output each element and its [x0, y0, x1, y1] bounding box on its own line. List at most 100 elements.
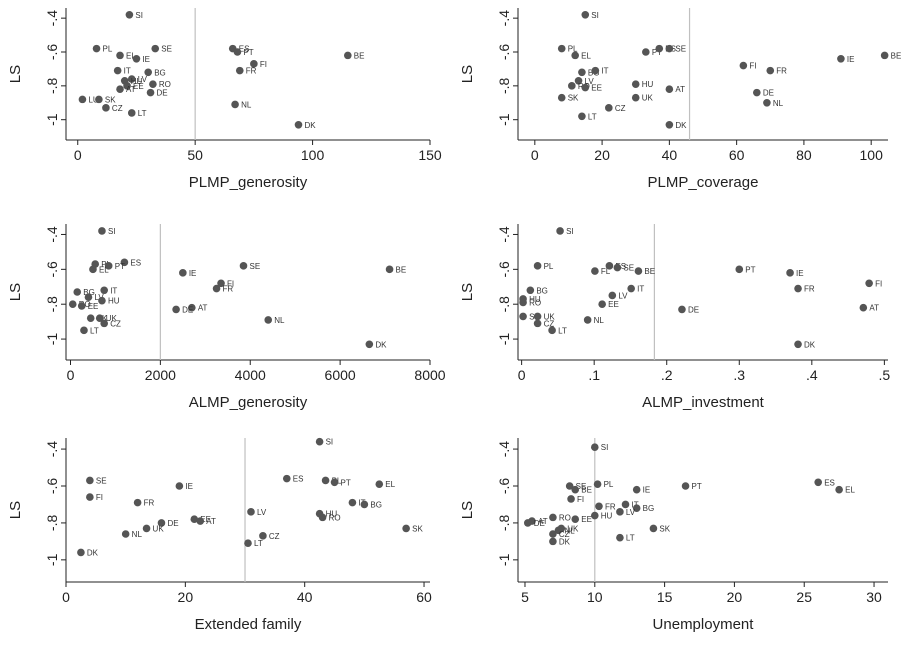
point-label-ee: EE	[200, 515, 211, 524]
data-point-nl	[583, 316, 592, 324]
point-label-si: SI	[326, 438, 334, 447]
point-label-cz: CZ	[544, 319, 555, 328]
data-point-uk	[142, 524, 151, 533]
x-tick-label: 15	[657, 589, 673, 605]
point-label-lt: LT	[254, 539, 263, 548]
data-point-pl	[321, 476, 330, 485]
point-label-pt: PT	[652, 48, 662, 57]
point-label-es: ES	[293, 475, 304, 484]
y-tick-label: -1	[44, 333, 60, 346]
point-label-fi: FI	[96, 493, 103, 502]
point-label-nl: NL	[241, 100, 252, 109]
point-label-si: SI	[135, 11, 143, 20]
point-label-lt: LT	[588, 112, 597, 121]
point-label-se: SE	[623, 264, 634, 273]
point-label-dk: DK	[87, 548, 99, 557]
data-point-ro	[568, 82, 576, 90]
y-tick-label: -.8	[44, 296, 60, 313]
data-point-lv	[616, 508, 624, 516]
data-point-ee	[123, 82, 131, 90]
point-label-el: EL	[845, 486, 855, 495]
data-point-ie	[837, 54, 845, 63]
data-point-be	[571, 485, 580, 494]
data-point-dk	[549, 537, 557, 546]
point-label-ie: IE	[185, 482, 193, 491]
y-tick-label: -.4	[496, 226, 512, 243]
data-point-be	[880, 51, 889, 60]
x-tick-label: 20	[594, 147, 610, 163]
point-label-fi: FI	[260, 60, 267, 69]
point-label-cz: CZ	[615, 104, 626, 113]
x-tick-label: 150	[418, 147, 442, 163]
x-tick-label: 100	[860, 147, 884, 163]
point-label-pl: PL	[604, 480, 614, 489]
point-label-be: BE	[581, 486, 592, 495]
data-point-pt	[642, 48, 650, 56]
point-label-be: BE	[891, 51, 901, 60]
point-label-ee: EE	[581, 515, 592, 524]
point-label-dk: DK	[559, 537, 571, 546]
data-point-se	[151, 44, 160, 53]
point-label-ro: RO	[559, 513, 571, 522]
point-label-be: BE	[396, 265, 407, 274]
x-tick-label: 0	[531, 147, 539, 163]
point-label-nl: NL	[274, 316, 285, 325]
data-point-si	[315, 437, 324, 446]
x-tick-label: 20	[727, 589, 743, 605]
y-tick-label: -.8	[496, 77, 512, 94]
x-tick-label: 4000	[235, 367, 266, 383]
point-label-fr: FR	[223, 285, 234, 294]
data-point-ie	[175, 482, 184, 490]
scatter-panel-6: 5 10 15 20 25 30 -.4 -.6 -.8 -1 Unemployment LS SI PL…	[459, 438, 888, 633]
data-point-sk	[557, 93, 566, 102]
y-tick-label: -.8	[496, 515, 512, 532]
data-point-se	[239, 262, 248, 270]
data-point-it	[113, 66, 122, 75]
x-tick-label: 8000	[414, 367, 445, 383]
data-point-cz	[102, 104, 110, 112]
point-label-lt: LT	[90, 326, 99, 335]
data-point-el	[89, 265, 97, 274]
y-tick-label: -.4	[44, 441, 60, 458]
x-axis-title: ALMP_generosity	[189, 394, 308, 411]
data-point-lt	[616, 533, 624, 542]
x-tick-label: 5	[521, 589, 529, 605]
data-point-pl	[593, 480, 602, 488]
point-label-se: SE	[250, 262, 261, 271]
point-label-ie: IE	[847, 55, 855, 64]
data-point-ie	[632, 485, 641, 494]
point-label-cz: CZ	[110, 319, 121, 328]
data-point-ee	[77, 302, 86, 310]
data-point-lt	[244, 539, 252, 548]
y-tick-label: -.4	[44, 226, 60, 243]
data-point-it	[348, 498, 357, 507]
x-tick-label: 50	[187, 147, 203, 163]
x-tick-label: 40	[297, 589, 313, 605]
data-point-fi	[250, 60, 258, 68]
x-axis-title: PLMP_generosity	[189, 174, 308, 191]
x-tick-label: 100	[301, 147, 325, 163]
point-label-lv: LV	[257, 508, 267, 517]
x-tick-label: 60	[729, 147, 745, 163]
point-label-uk: UK	[106, 314, 118, 323]
data-point-sk	[95, 95, 103, 104]
point-label-se: SE	[96, 476, 107, 485]
point-label-de: DE	[534, 519, 545, 528]
data-point-ee	[598, 300, 606, 309]
data-point-dk	[665, 120, 674, 129]
y-tick-label: -.8	[496, 296, 512, 313]
data-point-ro	[318, 513, 327, 522]
y-axis-title: LS	[7, 283, 24, 301]
data-point-ie	[179, 269, 187, 277]
point-label-hu: HU	[642, 80, 654, 89]
point-label-fi: FI	[749, 62, 756, 71]
point-label-bg: BG	[643, 504, 655, 513]
point-label-it: IT	[124, 67, 131, 76]
point-label-pt: PT	[243, 48, 253, 57]
data-point-sk	[519, 312, 527, 321]
point-label-uk: UK	[567, 524, 579, 533]
data-point-fi	[217, 279, 225, 288]
point-label-lt: LT	[626, 534, 635, 543]
point-label-nl: NL	[132, 530, 143, 539]
data-point-fi	[86, 493, 94, 501]
